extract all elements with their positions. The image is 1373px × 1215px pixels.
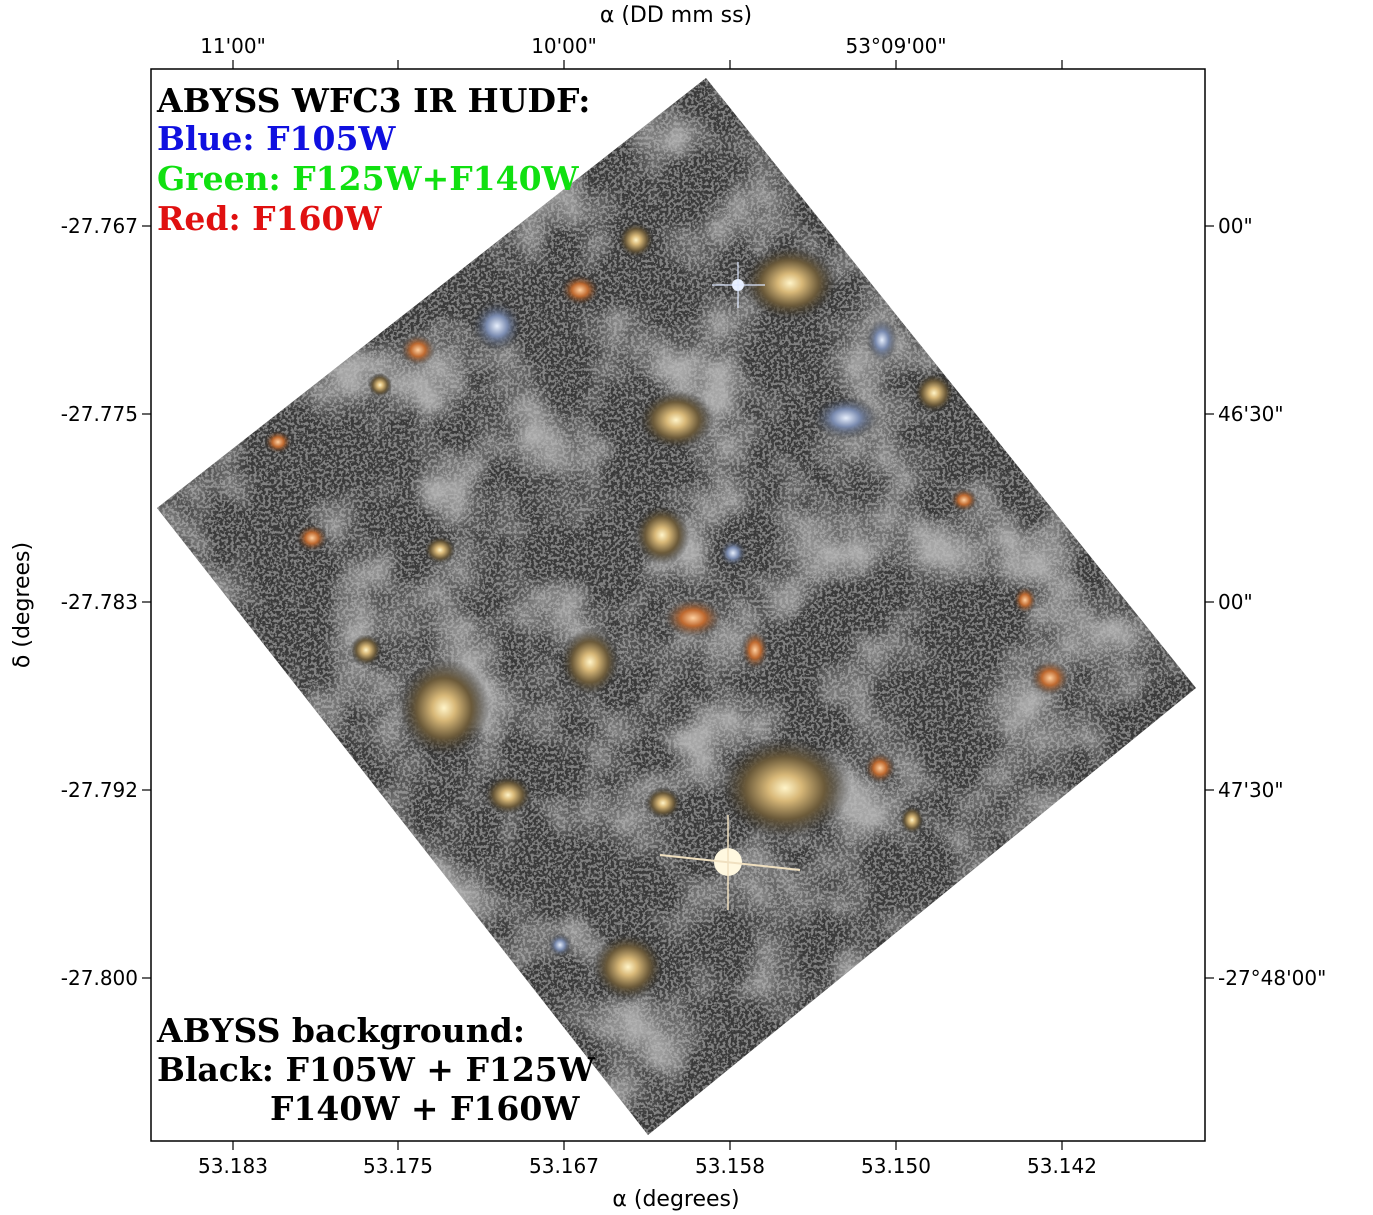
top-axis-label: α (DD mm ss) — [600, 3, 752, 28]
legend-title: ABYSS WFC3 IR HUDF: — [156, 81, 590, 120]
top-tick-label: 11'00" — [200, 34, 266, 58]
background-title: ABYSS background: — [156, 1011, 525, 1050]
legend-background: ABYSS background: Black: F105W + F125W F… — [156, 1011, 596, 1128]
bright-star — [659, 262, 801, 910]
left-tick-label: -27.767 — [61, 214, 138, 238]
right-tick-label: 00" — [1218, 590, 1253, 614]
top-axis — [232, 60, 1063, 69]
bottom-tick-label: 53.167 — [529, 1154, 599, 1178]
left-tick-label: -27.775 — [61, 402, 138, 426]
top-tick-label: 10'00" — [531, 34, 597, 58]
galaxy-sources — [264, 222, 1070, 1001]
right-tick-label: 00" — [1218, 214, 1253, 238]
legend-blue: Blue: F105W — [157, 119, 396, 158]
top-tick-label: 53°09'00" — [845, 34, 946, 58]
left-axis-label: δ (degrees) — [10, 542, 35, 668]
bottom-tick-label: 53.150 — [861, 1154, 931, 1178]
legend-filters: ABYSS WFC3 IR HUDF: Blue: F105W Green: F… — [156, 81, 590, 238]
background-line-2: F140W + F160W — [270, 1089, 580, 1128]
bottom-tick-label: 53.158 — [695, 1154, 765, 1178]
left-tick-label: -27.792 — [61, 778, 138, 802]
bottom-tick-label: 53.183 — [198, 1154, 268, 1178]
right-tick-label: 47'30" — [1218, 778, 1284, 802]
right-tick-label: -27°48'00" — [1218, 966, 1326, 990]
left-tick-label: -27.800 — [61, 966, 138, 990]
bottom-axis-label: α (degrees) — [612, 1187, 739, 1212]
right-tick-label: 46'30" — [1218, 402, 1284, 426]
bottom-tick-label: 53.142 — [1027, 1154, 1097, 1178]
left-axis — [142, 225, 151, 979]
bottom-tick-label: 53.175 — [363, 1154, 433, 1178]
right-axis — [1205, 225, 1214, 979]
background-line-1: Black: F105W + F125W — [157, 1050, 596, 1089]
legend-red: Red: F160W — [157, 199, 382, 238]
left-tick-label: -27.783 — [61, 590, 138, 614]
legend-green: Green: F125W+F140W — [157, 159, 580, 198]
bottom-axis — [232, 1141, 1063, 1150]
